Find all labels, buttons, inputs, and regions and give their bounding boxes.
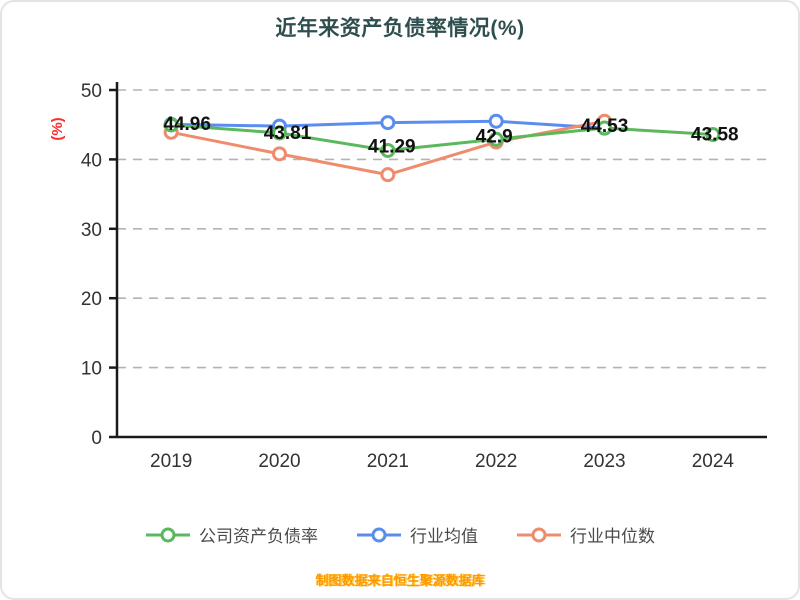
legend-circle — [160, 527, 176, 542]
chart-title: 近年来资产负债率情况(%) — [275, 17, 525, 40]
y-tick-label: 0 — [91, 428, 102, 449]
data-point — [272, 125, 287, 141]
legend: 公司资产负债率 行业均值 行业中位数 — [2, 522, 798, 547]
y-tick-label: 10 — [81, 359, 102, 380]
data-point — [488, 113, 504, 129]
data-point — [380, 142, 396, 158]
x-tick-label: 2023 — [583, 451, 625, 472]
legend-marker-company-icon — [146, 527, 190, 542]
legend-marker-industry-mean-icon — [357, 527, 401, 542]
data-label: 43.58 — [691, 125, 739, 146]
data-point — [272, 146, 287, 162]
legend-label-company-ratio: 公司资产负债率 — [199, 527, 318, 546]
x-tick-label: 2024 — [692, 451, 735, 472]
data-point — [597, 120, 612, 136]
y-tick-label: 50 — [81, 81, 102, 102]
x-tick-label: 2021 — [367, 451, 409, 472]
x-tick-label: 2019 — [150, 451, 192, 472]
legend-marker-industry-median-icon — [517, 527, 561, 542]
data-point — [380, 167, 396, 183]
data-point — [163, 117, 179, 133]
data-label: 42.9 — [476, 126, 513, 147]
legend-item-industry-median: 行业中位数 — [516, 522, 655, 547]
data-label: 41.29 — [368, 136, 416, 157]
y-tick-label: 20 — [81, 289, 102, 310]
y-tick-label: 30 — [81, 220, 102, 241]
data-label: 43.81 — [264, 123, 312, 144]
data-point — [380, 115, 396, 131]
legend-item-industry-mean: 行业均值 — [356, 522, 478, 547]
legend-item-company-ratio: 公司资产负债率 — [145, 522, 318, 547]
x-tick-label: 2020 — [258, 451, 300, 472]
data-point — [705, 127, 721, 143]
legend-label-industry-mean: 行业均值 — [410, 527, 478, 546]
legend-label-industry-median: 行业中位数 — [570, 527, 655, 546]
data-label: 44.96 — [163, 114, 211, 135]
data-point — [488, 131, 504, 147]
y-axis-title: (%) — [49, 117, 66, 140]
legend-circle — [371, 527, 387, 542]
x-tick-label: 2022 — [475, 451, 517, 472]
legend-circle — [531, 527, 547, 542]
series-line-0 — [171, 123, 713, 152]
data-source-note: 制图数据来自恒生聚源数据库 — [315, 573, 485, 588]
data-label: 44.53 — [581, 116, 629, 137]
y-tick-label: 40 — [81, 150, 102, 171]
